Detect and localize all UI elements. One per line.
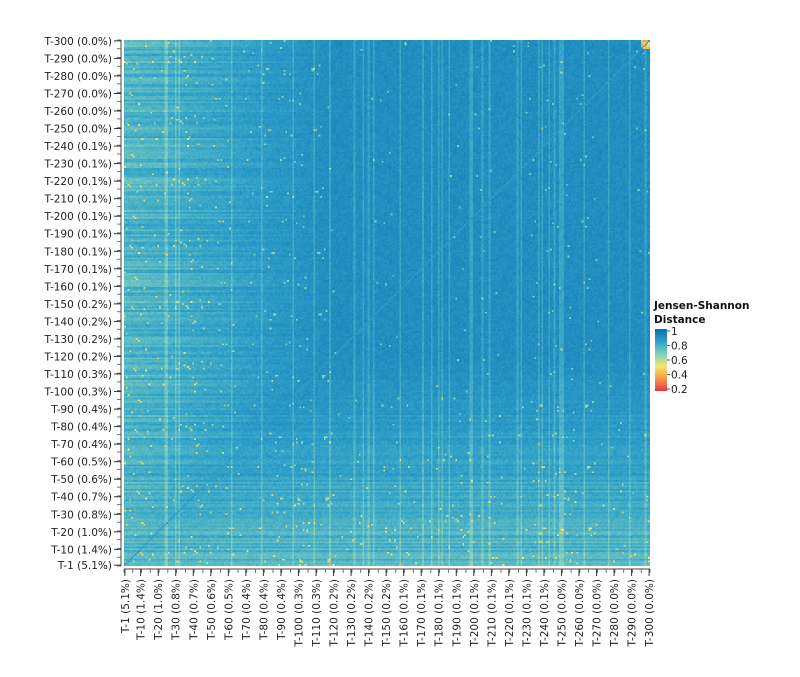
x-tick-label: T-160 (0.1%) <box>399 579 411 648</box>
x-tick-label: T-20 (1.0%) <box>153 579 165 641</box>
y-tick-label: T-250 (0.0%) <box>44 124 113 136</box>
x-tick-label: T-1 (5.1%) <box>120 579 132 634</box>
x-tick-label: T-100 (0.3%) <box>293 579 305 648</box>
x-tick-label: T-120 (0.2%) <box>329 579 341 648</box>
x-tick-label: T-40 (0.7%) <box>188 579 200 641</box>
x-tick-label: T-110 (0.3%) <box>311 579 323 648</box>
x-tick-label: T-220 (0.1%) <box>504 579 516 648</box>
y-tick-label: T-240 (0.1%) <box>44 141 113 153</box>
y-tick-label: T-290 (0.0%) <box>44 53 113 65</box>
heatmap-cells <box>124 40 650 566</box>
x-tick-label: T-190 (0.1%) <box>451 579 463 648</box>
colorbar-legend: Jensen-Shannon Distance 1 0.8 0.6 0.4 0.2 <box>653 300 749 396</box>
x-tick-label: T-130 (0.2%) <box>346 579 358 648</box>
legend-title-line1: Jensen-Shannon <box>653 300 749 312</box>
y-axis: T-1 (5.1%) T-10 (1.4%) T-20 (1.0%) T-30 (0.… <box>44 36 122 572</box>
heatmap-image <box>124 40 650 566</box>
y-tick-label: T-170 (0.1%) <box>44 264 113 276</box>
x-tick-label: T-210 (0.1%) <box>486 579 498 648</box>
y-tick-label: T-210 (0.1%) <box>44 194 113 206</box>
x-tick-label: T-170 (0.1%) <box>416 579 428 648</box>
y-tick-label: T-220 (0.1%) <box>44 176 113 188</box>
x-tick-label: T-270 (0.0%) <box>592 579 604 648</box>
y-tick-label: T-150 (0.2%) <box>44 299 113 311</box>
y-tick-label: T-180 (0.1%) <box>44 246 113 258</box>
x-tick-label: T-290 (0.0%) <box>627 579 639 648</box>
y-tick-label: T-50 (0.6%) <box>50 474 112 486</box>
x-axis: T-1 (5.1%) T-10 (1.4%) T-20 (1.0%) T-30 (0.… <box>120 568 656 648</box>
colorbar-tick-label: 0.2 <box>671 384 688 396</box>
x-tick-label: T-250 (0.0%) <box>556 579 568 648</box>
y-tick-label: T-80 (0.4%) <box>50 422 112 434</box>
x-tick-label: T-70 (0.4%) <box>241 579 253 641</box>
y-tick-label: T-1 (5.1%) <box>57 560 112 572</box>
x-tick-label: T-300 (0.0%) <box>644 579 656 648</box>
y-tick-label: T-200 (0.1%) <box>44 211 113 223</box>
y-tick-label: T-100 (0.3%) <box>44 387 113 399</box>
y-tick-label: T-120 (0.2%) <box>44 351 113 363</box>
x-tick-label: T-240 (0.1%) <box>539 579 551 648</box>
y-tick-label: T-110 (0.3%) <box>44 369 113 381</box>
colorbar <box>655 329 667 391</box>
x-tick-label: T-230 (0.1%) <box>521 579 533 648</box>
y-tick-label: T-70 (0.4%) <box>50 439 112 451</box>
x-tick-label: T-30 (0.8%) <box>171 579 183 641</box>
legend-title-line2: Distance <box>654 314 706 326</box>
y-tick-label: T-160 (0.1%) <box>44 281 113 293</box>
y-tick-label: T-300 (0.0%) <box>44 36 113 48</box>
x-tick-label: T-60 (0.5%) <box>223 579 235 641</box>
x-tick-label: T-80 (0.4%) <box>258 579 270 641</box>
colorbar-tick-label: 1 <box>671 326 678 338</box>
colorbar-tick-label: 0.8 <box>671 341 688 353</box>
y-tick-label: T-90 (0.4%) <box>50 404 112 416</box>
y-tick-label: T-190 (0.1%) <box>44 229 113 241</box>
y-tick-label: T-60 (0.5%) <box>50 457 112 469</box>
x-tick-label: T-10 (1.4%) <box>136 579 148 641</box>
colorbar-tick-label: 0.6 <box>671 355 688 367</box>
y-tick-label: T-20 (1.0%) <box>50 527 112 539</box>
colorbar-tick-label: 0.4 <box>671 370 688 382</box>
y-tick-label: T-270 (0.0%) <box>44 88 113 100</box>
y-tick-label: T-140 (0.2%) <box>44 316 113 328</box>
x-tick-label: T-140 (0.2%) <box>364 579 376 648</box>
x-tick-label: T-150 (0.2%) <box>381 579 393 648</box>
y-tick-label: T-280 (0.0%) <box>44 71 113 83</box>
x-tick-label: T-260 (0.0%) <box>574 579 586 648</box>
x-tick-label: T-90 (0.4%) <box>276 579 288 641</box>
x-tick-label: T-50 (0.6%) <box>206 579 218 641</box>
y-tick-label: T-30 (0.8%) <box>50 509 112 521</box>
y-tick-label: T-260 (0.0%) <box>44 106 113 118</box>
y-tick-label: T-10 (1.4%) <box>50 544 112 556</box>
y-tick-label: T-40 (0.7%) <box>50 492 112 504</box>
x-tick-label: T-200 (0.1%) <box>469 579 481 648</box>
y-tick-label: T-130 (0.2%) <box>44 334 113 346</box>
y-tick-label: T-230 (0.1%) <box>44 159 113 171</box>
x-tick-label: T-180 (0.1%) <box>434 579 446 648</box>
x-tick-label: T-280 (0.0%) <box>609 579 621 648</box>
